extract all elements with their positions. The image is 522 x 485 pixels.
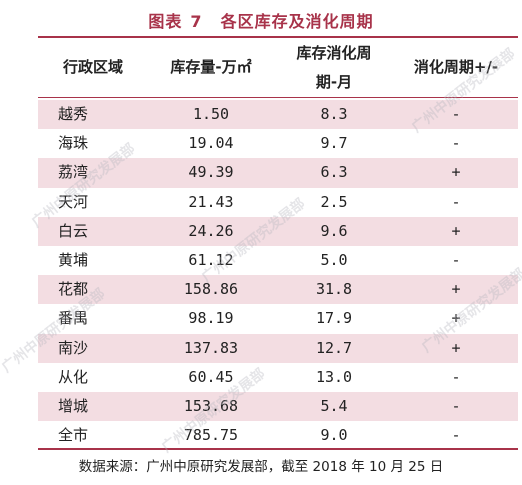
cycle-cell: 5.0 <box>320 250 348 269</box>
cycle-cell: 5.4 <box>320 396 348 415</box>
title-number: 7 <box>190 12 203 31</box>
change-cell: + <box>451 280 461 299</box>
table-row: 荔湾 49.39 6.3 + <box>38 158 518 188</box>
header-cycle-line1: 库存消化周 <box>296 44 372 62</box>
header-rule <box>38 97 518 98</box>
inventory-cell: 1.50 <box>192 105 230 123</box>
header-cycle-line2: 期-月 <box>315 73 353 91</box>
inventory-cell: 49.39 <box>188 163 234 182</box>
cycle-cell: 13.0 <box>315 367 353 386</box>
district-cell: 增城 <box>58 396 89 415</box>
inventory-cell: 21.43 <box>188 192 234 211</box>
header-district: 行政区域 <box>62 58 123 76</box>
change-cell: - <box>451 192 461 211</box>
district-cell: 南沙 <box>58 338 89 357</box>
header-cycle: 库存消化周 期-月 <box>274 38 394 98</box>
table-body: 越秀 1.50 8.3 - 海珠 19.04 9.7 - 荔湾 49.39 6.… <box>38 100 518 450</box>
change-cell: + <box>451 309 461 328</box>
change-cell: - <box>451 367 461 386</box>
header-change: 消化周期+/- <box>413 58 499 76</box>
cycle-cell: 6.3 <box>320 163 348 182</box>
title-prefix: 图表 <box>148 12 183 31</box>
cycle-cell: 9.7 <box>320 134 348 153</box>
change-cell: - <box>451 134 461 153</box>
inventory-cell: 60.45 <box>188 367 234 386</box>
inventory-cell: 19.04 <box>188 134 234 153</box>
table-row: 南沙 137.83 12.7 + <box>38 333 518 363</box>
inventory-cell: 98.19 <box>188 309 234 328</box>
cycle-cell: 12.7 <box>315 338 353 357</box>
bottom-rule <box>38 448 518 450</box>
cycle-cell: 2.5 <box>320 192 348 211</box>
table-row: 从化 60.45 13.0 - <box>38 363 518 392</box>
district-cell: 黄埔 <box>58 250 89 269</box>
inventory-cell: 158.86 <box>183 280 239 299</box>
cycle-cell: 31.8 <box>315 280 353 299</box>
change-cell: + <box>451 221 461 240</box>
top-rule <box>38 36 518 38</box>
inventory-cell: 61.12 <box>188 250 234 269</box>
change-cell: - <box>451 105 461 123</box>
table-row: 增城 153.68 5.4 - <box>38 391 518 422</box>
table-row: 番禺 98.19 17.9 + <box>38 304 518 333</box>
table-row: 全市 785.75 9.0 - <box>38 421 518 450</box>
cycle-cell: 9.6 <box>320 221 348 240</box>
district-cell: 荔湾 <box>58 163 89 182</box>
cycle-cell: 8.3 <box>320 105 348 123</box>
inventory-cell: 137.83 <box>183 338 239 357</box>
district-cell: 全市 <box>58 426 89 445</box>
inventory-cell: 153.68 <box>183 396 239 415</box>
change-cell: - <box>451 396 461 415</box>
table-title: 图表 7 各区库存及消化周期 <box>0 8 522 36</box>
district-cell: 海珠 <box>58 134 89 153</box>
table-row: 越秀 1.50 8.3 - <box>38 100 518 130</box>
inventory-cell: 785.75 <box>183 426 239 445</box>
header-inventory: 库存量-万㎡ <box>170 58 252 76</box>
data-source-note: 数据来源：广州中原研究发展部，截至 2018 年 10 月 25 日 <box>78 459 444 475</box>
district-cell: 花都 <box>58 280 89 299</box>
inventory-cell: 24.26 <box>188 221 234 240</box>
change-cell: + <box>451 338 461 357</box>
table-row: 黄埔 61.12 5.0 - <box>38 246 518 275</box>
title-text: 各区库存及消化周期 <box>220 12 374 31</box>
cycle-cell: 9.0 <box>320 426 348 445</box>
change-cell: + <box>451 163 461 182</box>
district-cell: 从化 <box>58 367 89 386</box>
cycle-cell: 17.9 <box>315 309 353 328</box>
district-cell: 番禺 <box>58 309 89 328</box>
change-cell: - <box>451 426 461 445</box>
district-cell: 越秀 <box>58 105 89 123</box>
table-row: 花都 158.86 31.8 + <box>38 275 518 305</box>
district-cell: 天河 <box>58 192 89 211</box>
table-row: 白云 24.26 9.6 + <box>38 216 518 246</box>
table-row: 天河 21.43 2.5 - <box>38 188 518 217</box>
table-row: 海珠 19.04 9.7 - <box>38 129 518 158</box>
change-cell: - <box>451 250 461 269</box>
district-cell: 白云 <box>58 221 89 240</box>
